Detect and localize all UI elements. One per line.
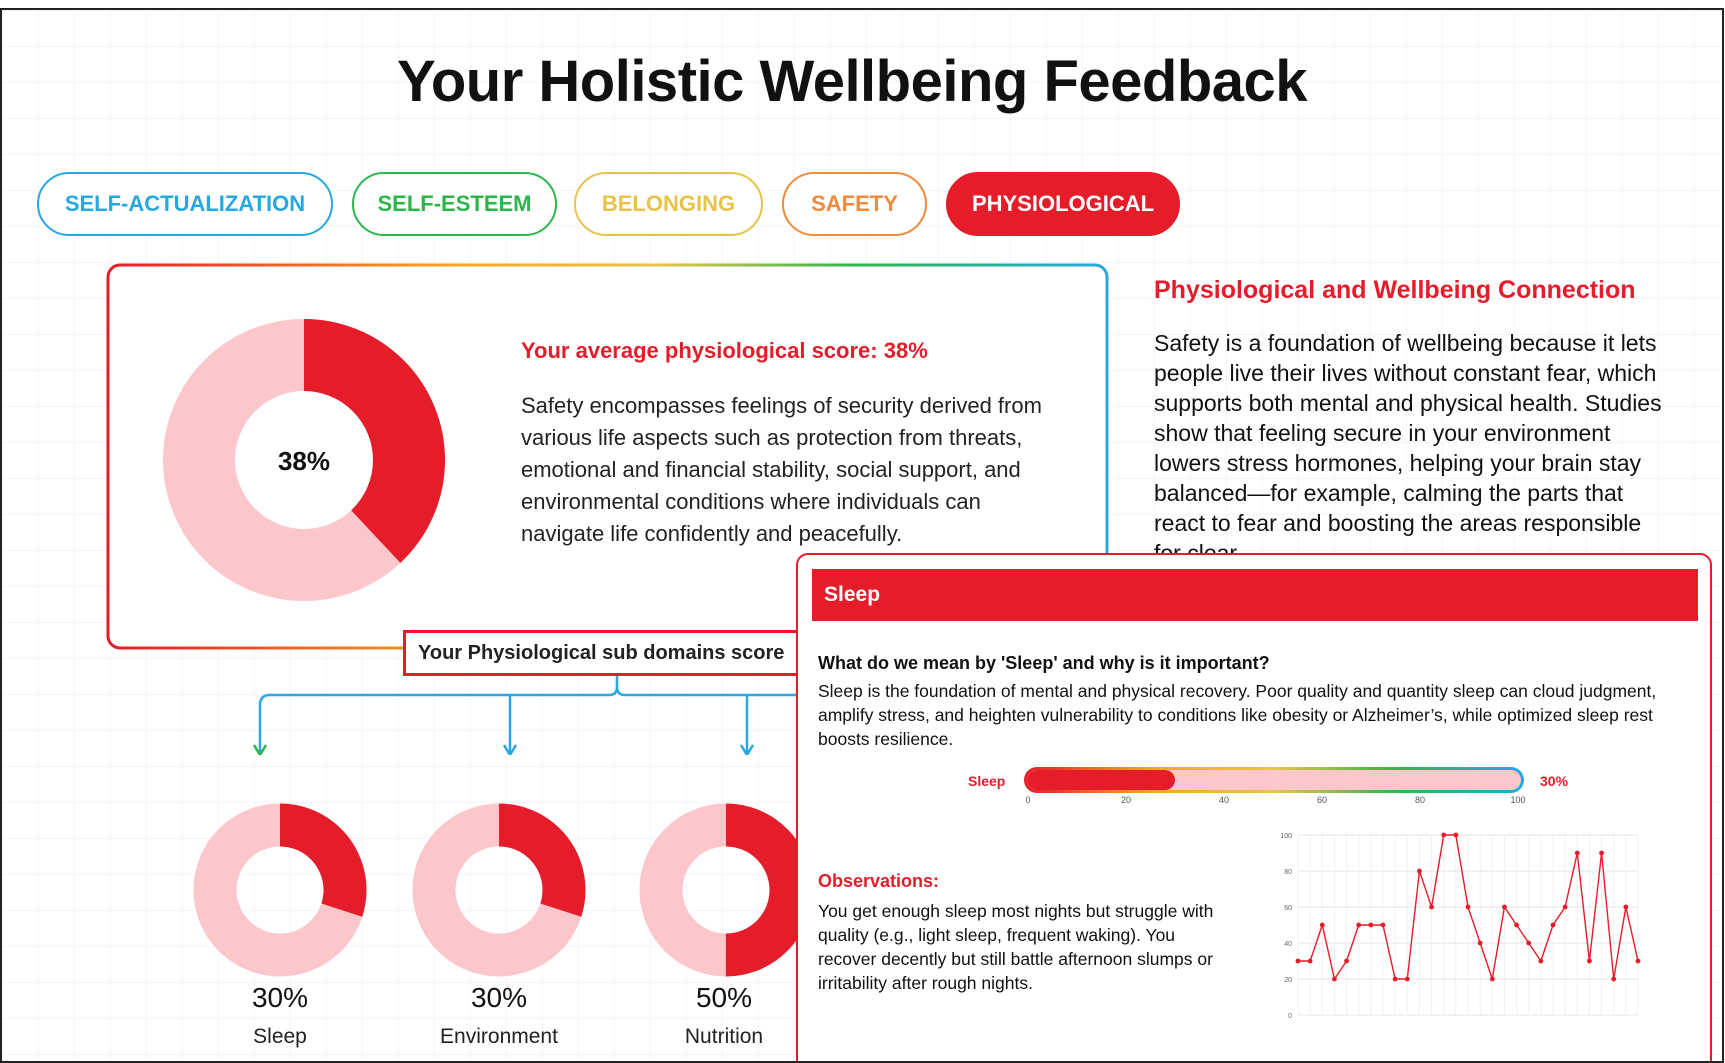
chart-point: [1344, 958, 1349, 964]
chart-point: [1356, 922, 1362, 928]
tab-safety[interactable]: SAFETY: [782, 172, 927, 236]
main-score-donut: 38%: [162, 318, 446, 607]
environment-label: Environment: [440, 1025, 558, 1048]
nutrition-donut-arc: [639, 803, 813, 977]
progress-tick: 80: [1414, 795, 1426, 805]
sleep-donut-arc: [193, 803, 367, 977]
chart-point: [1307, 958, 1313, 964]
chart-point: [1489, 976, 1495, 982]
chart-point: [1599, 850, 1604, 856]
chart-point: [1295, 958, 1301, 964]
chart-point: [1611, 976, 1617, 982]
page-title: Your Holistic Wellbeing Feedback: [396, 49, 1308, 114]
chart-ytick-label: 60: [1284, 905, 1292, 912]
chart-point: [1502, 904, 1507, 910]
score-description: Safety encompasses feelings of security …: [521, 393, 1042, 546]
chart-point: [1587, 958, 1592, 964]
chart-ytick-label: 100: [1280, 833, 1292, 840]
chart-point: [1332, 976, 1337, 982]
chart-point: [1380, 922, 1386, 928]
chart-point: [1404, 976, 1410, 982]
environment-donut: [409, 800, 589, 985]
chart-point: [1538, 958, 1544, 964]
progress-label: Sleep: [968, 773, 1006, 789]
nutrition-donut: [636, 800, 816, 985]
subdomain-connectors: [252, 675, 802, 755]
progress-axis: 0 20 40 60 80 100: [1024, 795, 1526, 809]
sleep-pct: 30%: [251, 982, 309, 1013]
chart-point: [1319, 922, 1325, 928]
app-frame: Your Holistic Wellbeing Feedback SELF-AC…: [0, 8, 1724, 1063]
chart-point: [1368, 922, 1374, 928]
main-donut-label: 38%: [278, 446, 330, 476]
score-title: Your average physiological score: 38%: [521, 338, 928, 363]
modal-header: Sleep: [812, 569, 1698, 621]
progress-tick: 0: [1025, 795, 1031, 805]
modal-question: What do we mean by 'Sleep' and why is it…: [818, 653, 1270, 673]
nutrition-pct: 50%: [695, 982, 753, 1013]
sleep-progress-fill: [1027, 770, 1176, 790]
tab-self-esteem[interactable]: SELF-ESTEEM: [352, 172, 557, 236]
environment-donut-arc: [412, 803, 586, 977]
connection-title: Physiological and Wellbeing Connection: [1154, 276, 1636, 304]
sleep-donut: [190, 800, 370, 985]
chart-point: [1477, 940, 1483, 946]
chart-point: [1441, 832, 1447, 838]
observations-title: Observations:: [818, 871, 940, 891]
tab-self-actualization[interactable]: SELF-ACTUALIZATION: [37, 172, 333, 236]
chart-ytick-label: 40: [1284, 941, 1292, 948]
chart-point: [1417, 868, 1422, 874]
chart-ytick-label: 80: [1284, 869, 1292, 876]
chart-point: [1635, 958, 1641, 964]
progress-tick: 100: [1510, 795, 1526, 805]
chart-point: [1574, 850, 1580, 856]
sleep-progress-bar: [1024, 767, 1524, 793]
subdomains-heading: Your Physiological sub domains score: [403, 630, 823, 676]
sleep-detail-modal: Sleep What do we mean by 'Sleep' and why…: [796, 553, 1712, 1061]
sleep-label: Sleep: [253, 1025, 307, 1048]
chart-point: [1465, 904, 1471, 910]
chart-ytick-label: 20: [1284, 977, 1292, 984]
tab-physiological[interactable]: PHYSIOLOGICAL: [946, 172, 1180, 236]
tab-belonging[interactable]: BELONGING: [574, 172, 763, 236]
observations-text: You get enough sleep most nights but str…: [818, 901, 1214, 993]
chart-point: [1550, 922, 1556, 928]
progress-tick: 40: [1218, 795, 1230, 805]
main-donut-arc: [163, 319, 445, 601]
progress-tick: 20: [1120, 795, 1132, 805]
chart-point: [1514, 922, 1519, 928]
connection-description: Safety is a foundation of wellbeing beca…: [1154, 330, 1662, 553]
chart-point: [1429, 904, 1434, 910]
progress-pct: 30%: [1540, 773, 1569, 789]
nutrition-label: Nutrition: [684, 1025, 764, 1048]
chart-point: [1392, 976, 1398, 982]
progress-tick: 60: [1316, 795, 1328, 805]
environment-pct: 30%: [470, 982, 528, 1013]
chart-point: [1453, 832, 1459, 838]
chart-point: [1562, 904, 1568, 910]
modal-description: Sleep is the foundation of mental and ph…: [818, 681, 1657, 749]
chart-point: [1623, 904, 1629, 910]
sleep-line-chart: 0 20 40 60 80 100: [1280, 832, 1641, 1020]
chart-ytick-label: 0: [1288, 1013, 1292, 1020]
chart-point: [1526, 940, 1532, 946]
